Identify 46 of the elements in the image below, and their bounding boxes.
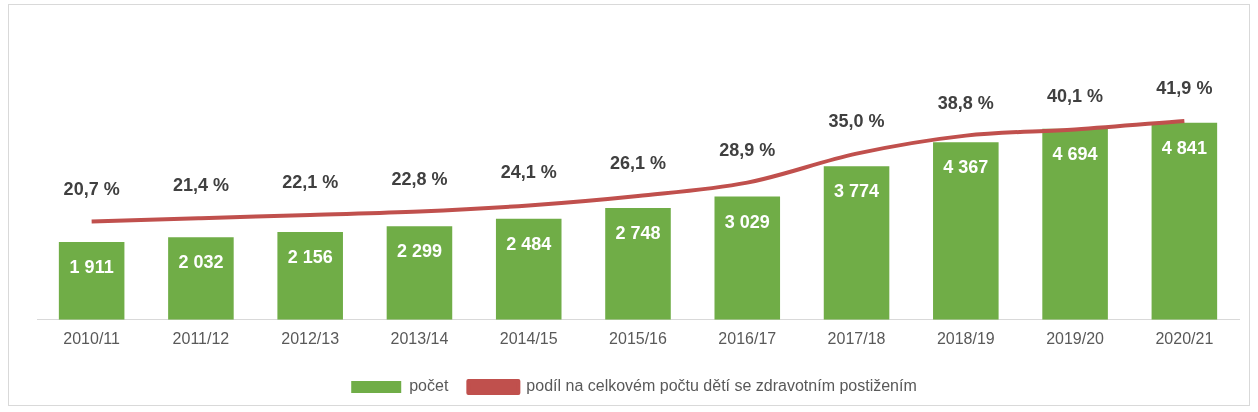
data-label: 22,1 % [282, 171, 339, 192]
x-tick-label: 2014/15 [499, 329, 558, 347]
x-tick-label: 2018/19 [936, 329, 995, 347]
data-label: 24,1 % [500, 162, 557, 183]
legend-label: podíl na celkovém počtu dětí se zdravotním postižením [526, 377, 917, 395]
data-label: 41,9 % [1156, 77, 1213, 98]
data-label: 2 032 [178, 252, 224, 273]
data-label: 2 484 [506, 233, 552, 254]
data-label: 28,9 % [719, 139, 776, 160]
data-label: 1 911 [69, 257, 114, 278]
bar [1042, 128, 1108, 320]
bar [277, 232, 343, 320]
bar [823, 166, 890, 320]
bar [933, 142, 999, 320]
data-label: 4 694 [1052, 143, 1098, 164]
bar [168, 237, 234, 320]
x-tick-label: 2015/16 [609, 329, 668, 347]
bar [495, 218, 562, 320]
data-label: 26,1 % [609, 152, 667, 173]
legend-label: počet [409, 377, 449, 395]
data-label: 21,4 % [172, 175, 229, 196]
data-label: 38,8 % [937, 92, 994, 113]
data-label: 20,7 % [63, 178, 120, 199]
data-label: 2 299 [396, 241, 442, 262]
bar [386, 226, 453, 320]
data-label: 3 774 [834, 181, 880, 202]
x-tick-label: 2010/11 [63, 329, 121, 347]
bar [605, 208, 671, 320]
bar [1151, 122, 1218, 320]
data-label: 4 367 [943, 157, 989, 178]
data-label: 3 029 [724, 211, 770, 232]
bar [714, 196, 781, 320]
x-tick-label: 2019/20 [1046, 329, 1105, 347]
bar [58, 242, 125, 320]
x-tick-label: 2013/14 [390, 329, 449, 347]
x-tick-label: 2011/12 [172, 329, 230, 347]
data-label: 2 748 [615, 222, 661, 243]
data-label: 4 841 [1161, 137, 1207, 158]
x-tick-label: 2012/13 [281, 329, 340, 347]
data-label: 35,0 % [828, 110, 885, 131]
data-label: 22,8 % [391, 168, 448, 189]
data-label: 2 156 [287, 247, 333, 268]
x-tick-label: 2020/21 [1155, 329, 1214, 347]
x-tick-label: 2017/18 [827, 329, 886, 347]
x-tick-label: 2016/17 [718, 329, 777, 347]
data-label: 40,1 % [1047, 86, 1104, 107]
